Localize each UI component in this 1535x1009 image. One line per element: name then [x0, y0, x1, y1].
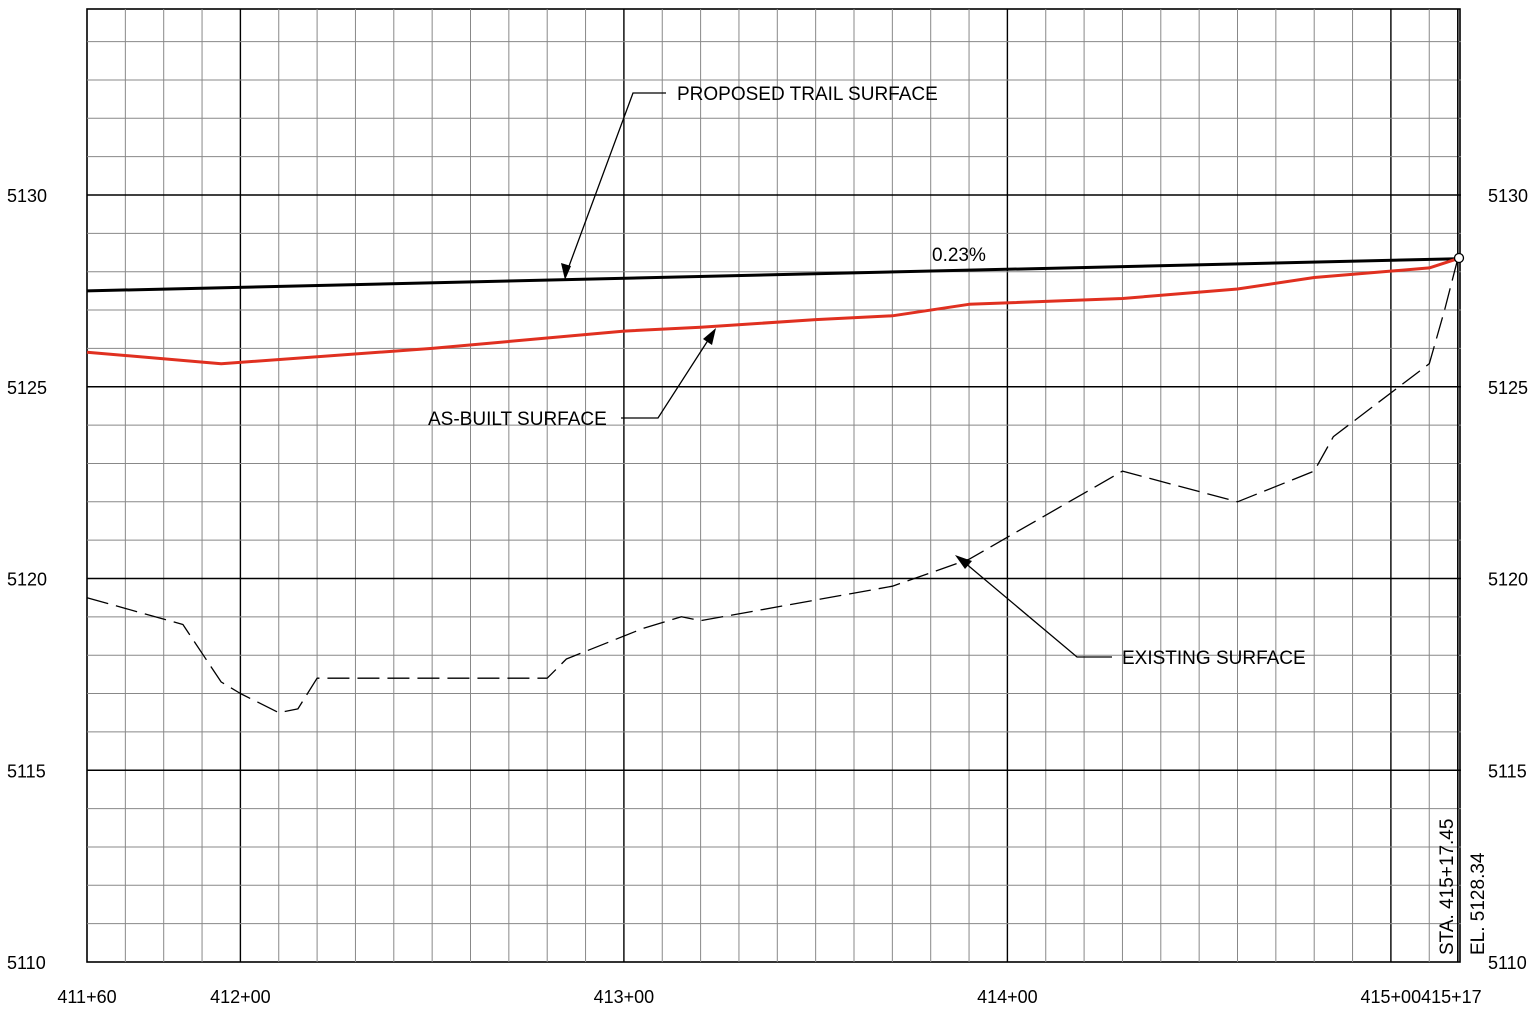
y-tick-label-left: 5125	[7, 378, 47, 398]
series-group	[86, 257, 1459, 714]
existing-arrowhead	[955, 555, 972, 569]
x-tick-label: 415+00	[1361, 987, 1422, 1007]
x-tick-label: 414+00	[977, 987, 1038, 1007]
grade-label: 0.23%	[932, 245, 986, 266]
x-tick-label: 412+00	[210, 987, 271, 1007]
as-built-surface-line	[86, 257, 1459, 366]
axis-ticks: 5110 5110 5115 5115 5120 5120 5125 5125 5130 5130…	[7, 186, 1528, 1007]
leaders	[561, 92, 1112, 658]
y-tick-label-left: 5130	[7, 186, 47, 206]
y-tick-label-left: 5110	[7, 953, 46, 973]
asbuilt-arrowhead	[703, 328, 716, 345]
y-tick-label-right: 5115	[1488, 761, 1527, 781]
y-tick-label-right: 5110	[1488, 953, 1527, 973]
endpoint-marker	[1453, 252, 1465, 264]
station-label: STA. 415+17.45	[1437, 819, 1458, 955]
proposed-trail-surface-line	[86, 257, 1458, 293]
y-tick-label-right: 5125	[1488, 378, 1528, 398]
proposed-arrowhead	[561, 263, 571, 280]
y-tick-label-right: 5120	[1488, 570, 1528, 590]
x-tick-label: 411+60	[57, 987, 116, 1007]
grid-lines	[86, 8, 1461, 963]
asbuilt-surface-label: AS-BUILT SURFACE	[428, 409, 607, 430]
y-tick-label-right: 5130	[1488, 186, 1528, 206]
y-tick-label-left: 5120	[7, 570, 47, 590]
x-tick-label: 415+17	[1421, 987, 1482, 1007]
proposed-surface-label: PROPOSED TRAIL SURFACE	[677, 84, 938, 105]
existing-surface-line	[86, 258, 1459, 714]
plot-frame	[86, 8, 1461, 963]
y-tick-label-left: 5115	[7, 761, 46, 781]
elevation-label: EL. 5128.34	[1468, 852, 1489, 955]
existing-surface-label: EXISTING SURFACE	[1122, 648, 1306, 669]
x-tick-label: 413+00	[594, 987, 655, 1007]
proposed-leader	[564, 92, 666, 278]
existing-leader	[957, 556, 1112, 658]
asbuilt-leader	[621, 330, 715, 419]
